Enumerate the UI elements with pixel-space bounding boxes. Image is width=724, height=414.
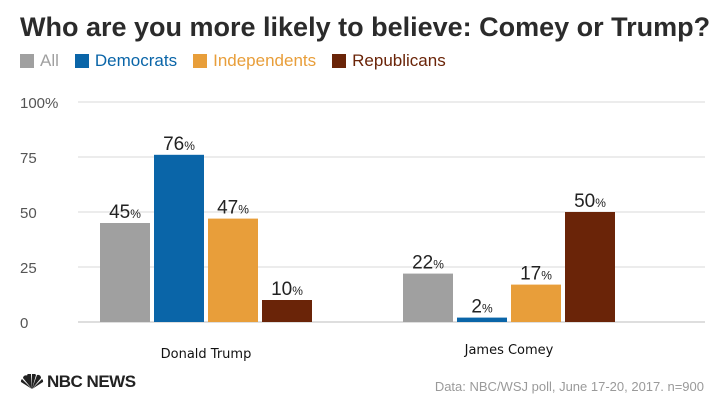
- legend-label-all: All: [40, 51, 59, 70]
- legend-label-independents: Independents: [213, 51, 317, 70]
- legend-label-republicans: Republicans: [352, 51, 446, 70]
- legend-item-independents: Independents: [193, 51, 316, 71]
- bar: [511, 284, 561, 322]
- bar: [403, 273, 453, 322]
- x-category-label: Donald Trump: [161, 347, 252, 362]
- nbc-news-logo: NBC NEWS: [20, 372, 136, 392]
- data-label: 45%: [109, 202, 141, 223]
- bar: [208, 218, 258, 322]
- legend-swatch-all: [20, 54, 34, 68]
- data-label: 10%: [271, 279, 303, 300]
- chart-title: Who are you more likely to believe: Come…: [20, 12, 711, 42]
- data-label: 50%: [574, 191, 606, 212]
- bar: [100, 223, 150, 322]
- bar: [565, 212, 615, 322]
- y-tick-label: 25: [20, 260, 37, 277]
- y-tick-label: 50: [20, 205, 37, 222]
- source-note: Data: NBC/WSJ poll, June 17-20, 2017. n=…: [434, 379, 704, 394]
- data-label: 2%: [471, 297, 493, 318]
- legend-item-democrats: Democrats: [74, 51, 178, 71]
- data-label: 47%: [217, 198, 249, 219]
- data-label: 22%: [412, 253, 444, 274]
- bar: [154, 154, 204, 322]
- logo-text: NBC NEWS: [47, 372, 136, 391]
- bar: [262, 300, 312, 322]
- legend: All Democrats Independents Republicans: [20, 51, 462, 71]
- legend-label-democrats: Democrats: [94, 51, 178, 70]
- legend-item-all: All: [20, 51, 59, 71]
- y-tick-label: 75: [20, 150, 37, 167]
- x-category-label: James Comey: [464, 343, 554, 358]
- legend-swatch-independents: [193, 54, 208, 68]
- y-tick-label: 100%: [20, 95, 58, 112]
- y-tick-label: 0: [20, 315, 28, 332]
- peacock-icon: [20, 374, 44, 389]
- data-label: 76%: [163, 134, 195, 155]
- legend-item-republicans: Republicans: [332, 51, 446, 71]
- data-label: 17%: [520, 264, 552, 285]
- bar: [457, 317, 507, 322]
- legend-swatch-democrats: [74, 54, 89, 68]
- legend-swatch-republicans: [332, 54, 347, 68]
